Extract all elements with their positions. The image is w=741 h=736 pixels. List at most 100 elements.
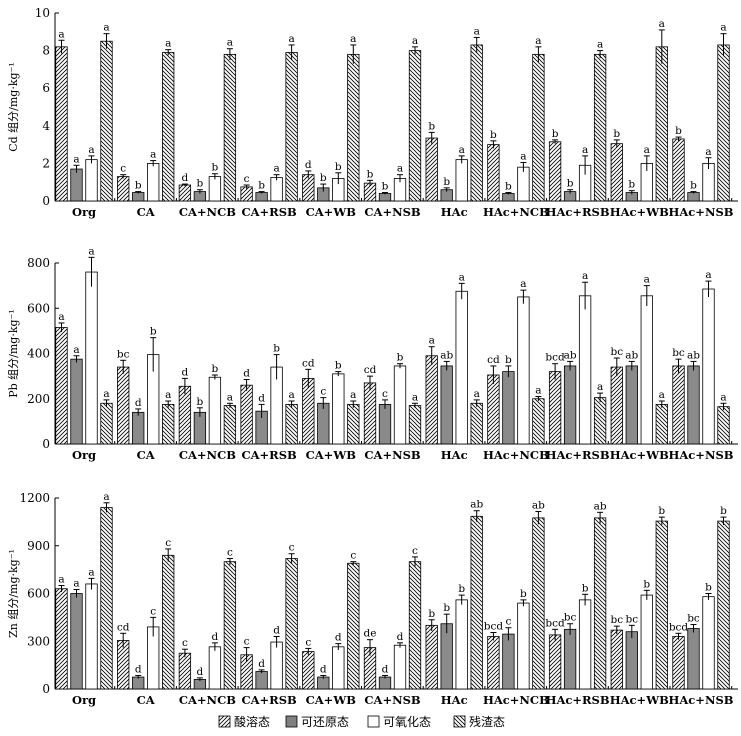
cd-significance-label: a	[582, 144, 588, 156]
zn-bar	[132, 676, 145, 690]
pb-significance-label: a	[582, 270, 588, 282]
pb-bar	[393, 365, 407, 445]
cd-significance-label: a	[705, 146, 711, 158]
zn-significance-label: ab	[594, 500, 607, 512]
pb-bar	[470, 402, 483, 445]
zn-significance-label: b	[458, 583, 465, 595]
cd-bar	[162, 52, 175, 202]
pb-bar	[378, 404, 392, 445]
cd-bar	[532, 53, 545, 202]
pb-category-label: HAc+NCB	[483, 448, 549, 462]
pb-significance-label: cd	[302, 357, 315, 369]
zn-significance-label: c	[412, 545, 418, 557]
cd-significance-label: a	[474, 25, 480, 37]
cd-significance-label: b	[197, 178, 204, 190]
cd-significance-label: b	[443, 176, 450, 188]
cd-significance-label: a	[288, 33, 294, 45]
zn-significance-label: d	[382, 663, 389, 675]
pb-category-label: CA+RSB	[241, 448, 297, 462]
zn-y-tick-label: 0	[42, 682, 50, 696]
pb-significance-label: a	[520, 278, 526, 290]
zn-bar	[440, 623, 453, 690]
pb-significance-label: bc	[610, 346, 623, 358]
cd-significance-label: b	[428, 120, 435, 132]
zn-significance-label: c	[505, 616, 511, 628]
pb-significance-label: ab	[440, 349, 453, 361]
pb-bar	[240, 384, 253, 445]
pb-significance-label: b	[197, 396, 204, 408]
pb-bar	[532, 398, 545, 445]
zn-category-label: CA+RSB	[241, 693, 297, 707]
cd-significance-label: b	[367, 168, 374, 180]
cd-significance-label: b	[628, 179, 635, 191]
zn-bar	[502, 633, 515, 690]
pb-bar	[578, 295, 592, 445]
pb-significance-label: a	[705, 269, 711, 281]
pb-category-label: CA+NCB	[179, 448, 236, 462]
zn-bar	[100, 507, 113, 690]
cd-category-label: CA+NSB	[364, 205, 421, 219]
pb-bar	[687, 365, 700, 445]
zn-bar	[578, 599, 592, 690]
cd-significance-label: a	[459, 144, 465, 156]
zn-y-tick-label: 300	[27, 634, 50, 648]
cd-category-label: HAc+NCB	[483, 205, 549, 219]
cd-significance-label: d	[305, 159, 312, 171]
cd-bar	[687, 192, 700, 202]
zn-bar	[687, 628, 700, 690]
zn-bar	[517, 602, 530, 690]
zn-bar	[332, 646, 345, 690]
zn-category-label: CA+NSB	[364, 693, 421, 707]
pb-significance-label: a	[227, 391, 233, 403]
pb-bar	[100, 402, 113, 445]
zn-bar	[408, 561, 422, 690]
legend-swatch	[285, 715, 298, 728]
pb-significance-label: ab	[564, 349, 577, 361]
zn-significance-label: d	[212, 631, 219, 643]
pb-significance-label: a	[535, 384, 541, 396]
pb-category-label: HAc+RSB	[546, 448, 610, 462]
zn-significance-label: de	[364, 628, 377, 640]
pb-bar	[517, 296, 530, 445]
cd-significance-label: d	[182, 172, 189, 184]
zn-significance-label: d	[135, 663, 142, 675]
legend-label: 可还原态	[301, 715, 349, 729]
zn-significance-label: b	[443, 602, 450, 614]
cd-y-tick-label: 4	[42, 119, 50, 133]
pb-y-tick-label: 400	[27, 347, 50, 361]
pb-y-tick-label: 200	[27, 392, 50, 406]
cd-significance-label: b	[505, 181, 512, 193]
zn-significance-label: c	[289, 542, 295, 554]
zn-significance-label: d	[197, 666, 204, 678]
zn-bar	[393, 644, 407, 690]
cd-category-label: HAc+WB	[610, 205, 669, 219]
pb-significance-label: a	[429, 335, 435, 347]
cd-bar	[425, 137, 438, 202]
pb-bar	[502, 371, 515, 445]
pb-bar	[55, 327, 68, 445]
cd-significance-label: a	[412, 35, 418, 47]
zn-significance-label: b	[720, 505, 727, 517]
pb-significance-label: b	[397, 352, 404, 364]
pb-significance-label: a	[644, 274, 650, 286]
pb-bar	[625, 365, 638, 445]
cd-significance-label: a	[88, 144, 94, 156]
zn-category-label: HAc+NSB	[669, 693, 734, 707]
cd-significance-label: a	[150, 149, 156, 161]
zn-significance-label: b	[582, 582, 589, 594]
cd-significance-label: a	[644, 144, 650, 156]
pb-significance-label: bc	[672, 347, 685, 359]
pb-significance-label: cd	[487, 354, 500, 366]
zn-significance-label: c	[165, 537, 171, 549]
zn-category-label: HAc+NCB	[483, 693, 549, 707]
pb-bar	[548, 371, 562, 445]
cd-bar	[240, 186, 253, 202]
zn-significance-label: bcd	[669, 621, 689, 633]
pb-bar	[193, 411, 207, 445]
zn-significance-label: a	[88, 566, 94, 578]
pb-significance-label: a	[165, 389, 171, 401]
zn-significance-label: b	[520, 588, 527, 600]
pb-bar	[317, 402, 330, 445]
zn-significance-label: d	[320, 663, 327, 675]
pb-bar	[717, 406, 730, 445]
